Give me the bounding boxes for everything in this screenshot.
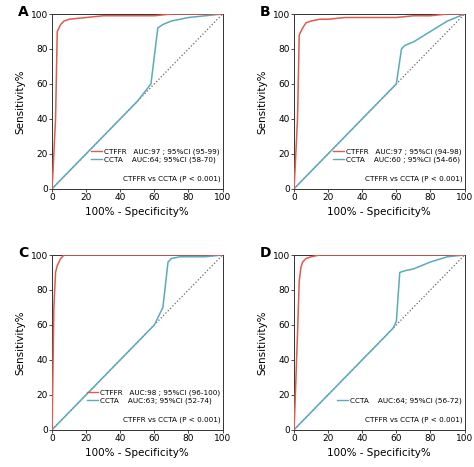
Y-axis label: Sensitivity%: Sensitivity% [257, 310, 267, 375]
X-axis label: 100% - Specificity%: 100% - Specificity% [85, 207, 189, 217]
Text: A: A [18, 5, 29, 19]
Text: D: D [260, 246, 272, 260]
Text: B: B [260, 5, 271, 19]
Y-axis label: Sensitivity%: Sensitivity% [15, 69, 25, 134]
Legend: CTFFR   AUC:97 ; 95%CI (94-98), CCTA    AUC:60 ; 95%CI (54-66): CTFFR AUC:97 ; 95%CI (94-98), CCTA AUC:6… [333, 148, 463, 164]
X-axis label: 100% - Specificity%: 100% - Specificity% [328, 207, 431, 217]
Legend: CCTA    AUC:64; 95%CI (56-72): CCTA AUC:64; 95%CI (56-72) [337, 397, 463, 405]
X-axis label: 100% - Specificity%: 100% - Specificity% [85, 448, 189, 459]
Text: C: C [18, 246, 28, 260]
Y-axis label: Sensitivity%: Sensitivity% [15, 310, 25, 375]
X-axis label: 100% - Specificity%: 100% - Specificity% [328, 448, 431, 459]
Y-axis label: Sensitivity%: Sensitivity% [257, 69, 267, 134]
Legend: CTFFR   AUC:97 ; 95%CI (95-99), CCTA    AUC:64; 95%CI (58-70): CTFFR AUC:97 ; 95%CI (95-99), CCTA AUC:6… [91, 148, 220, 164]
Text: CTFFR vs CCTA (P < 0.001): CTFFR vs CCTA (P < 0.001) [123, 175, 221, 182]
Text: CTFFR vs CCTA (P < 0.001): CTFFR vs CCTA (P < 0.001) [365, 416, 463, 423]
Text: CTFFR vs CCTA (P < 0.001): CTFFR vs CCTA (P < 0.001) [365, 175, 463, 182]
Text: CTFFR vs CCTA (P < 0.001): CTFFR vs CCTA (P < 0.001) [123, 416, 221, 423]
Legend: CTFFR   AUC:98 ; 95%CI (96-100), CCTA    AUC:63; 95%CI (52-74): CTFFR AUC:98 ; 95%CI (96-100), CCTA AUC:… [86, 389, 220, 405]
